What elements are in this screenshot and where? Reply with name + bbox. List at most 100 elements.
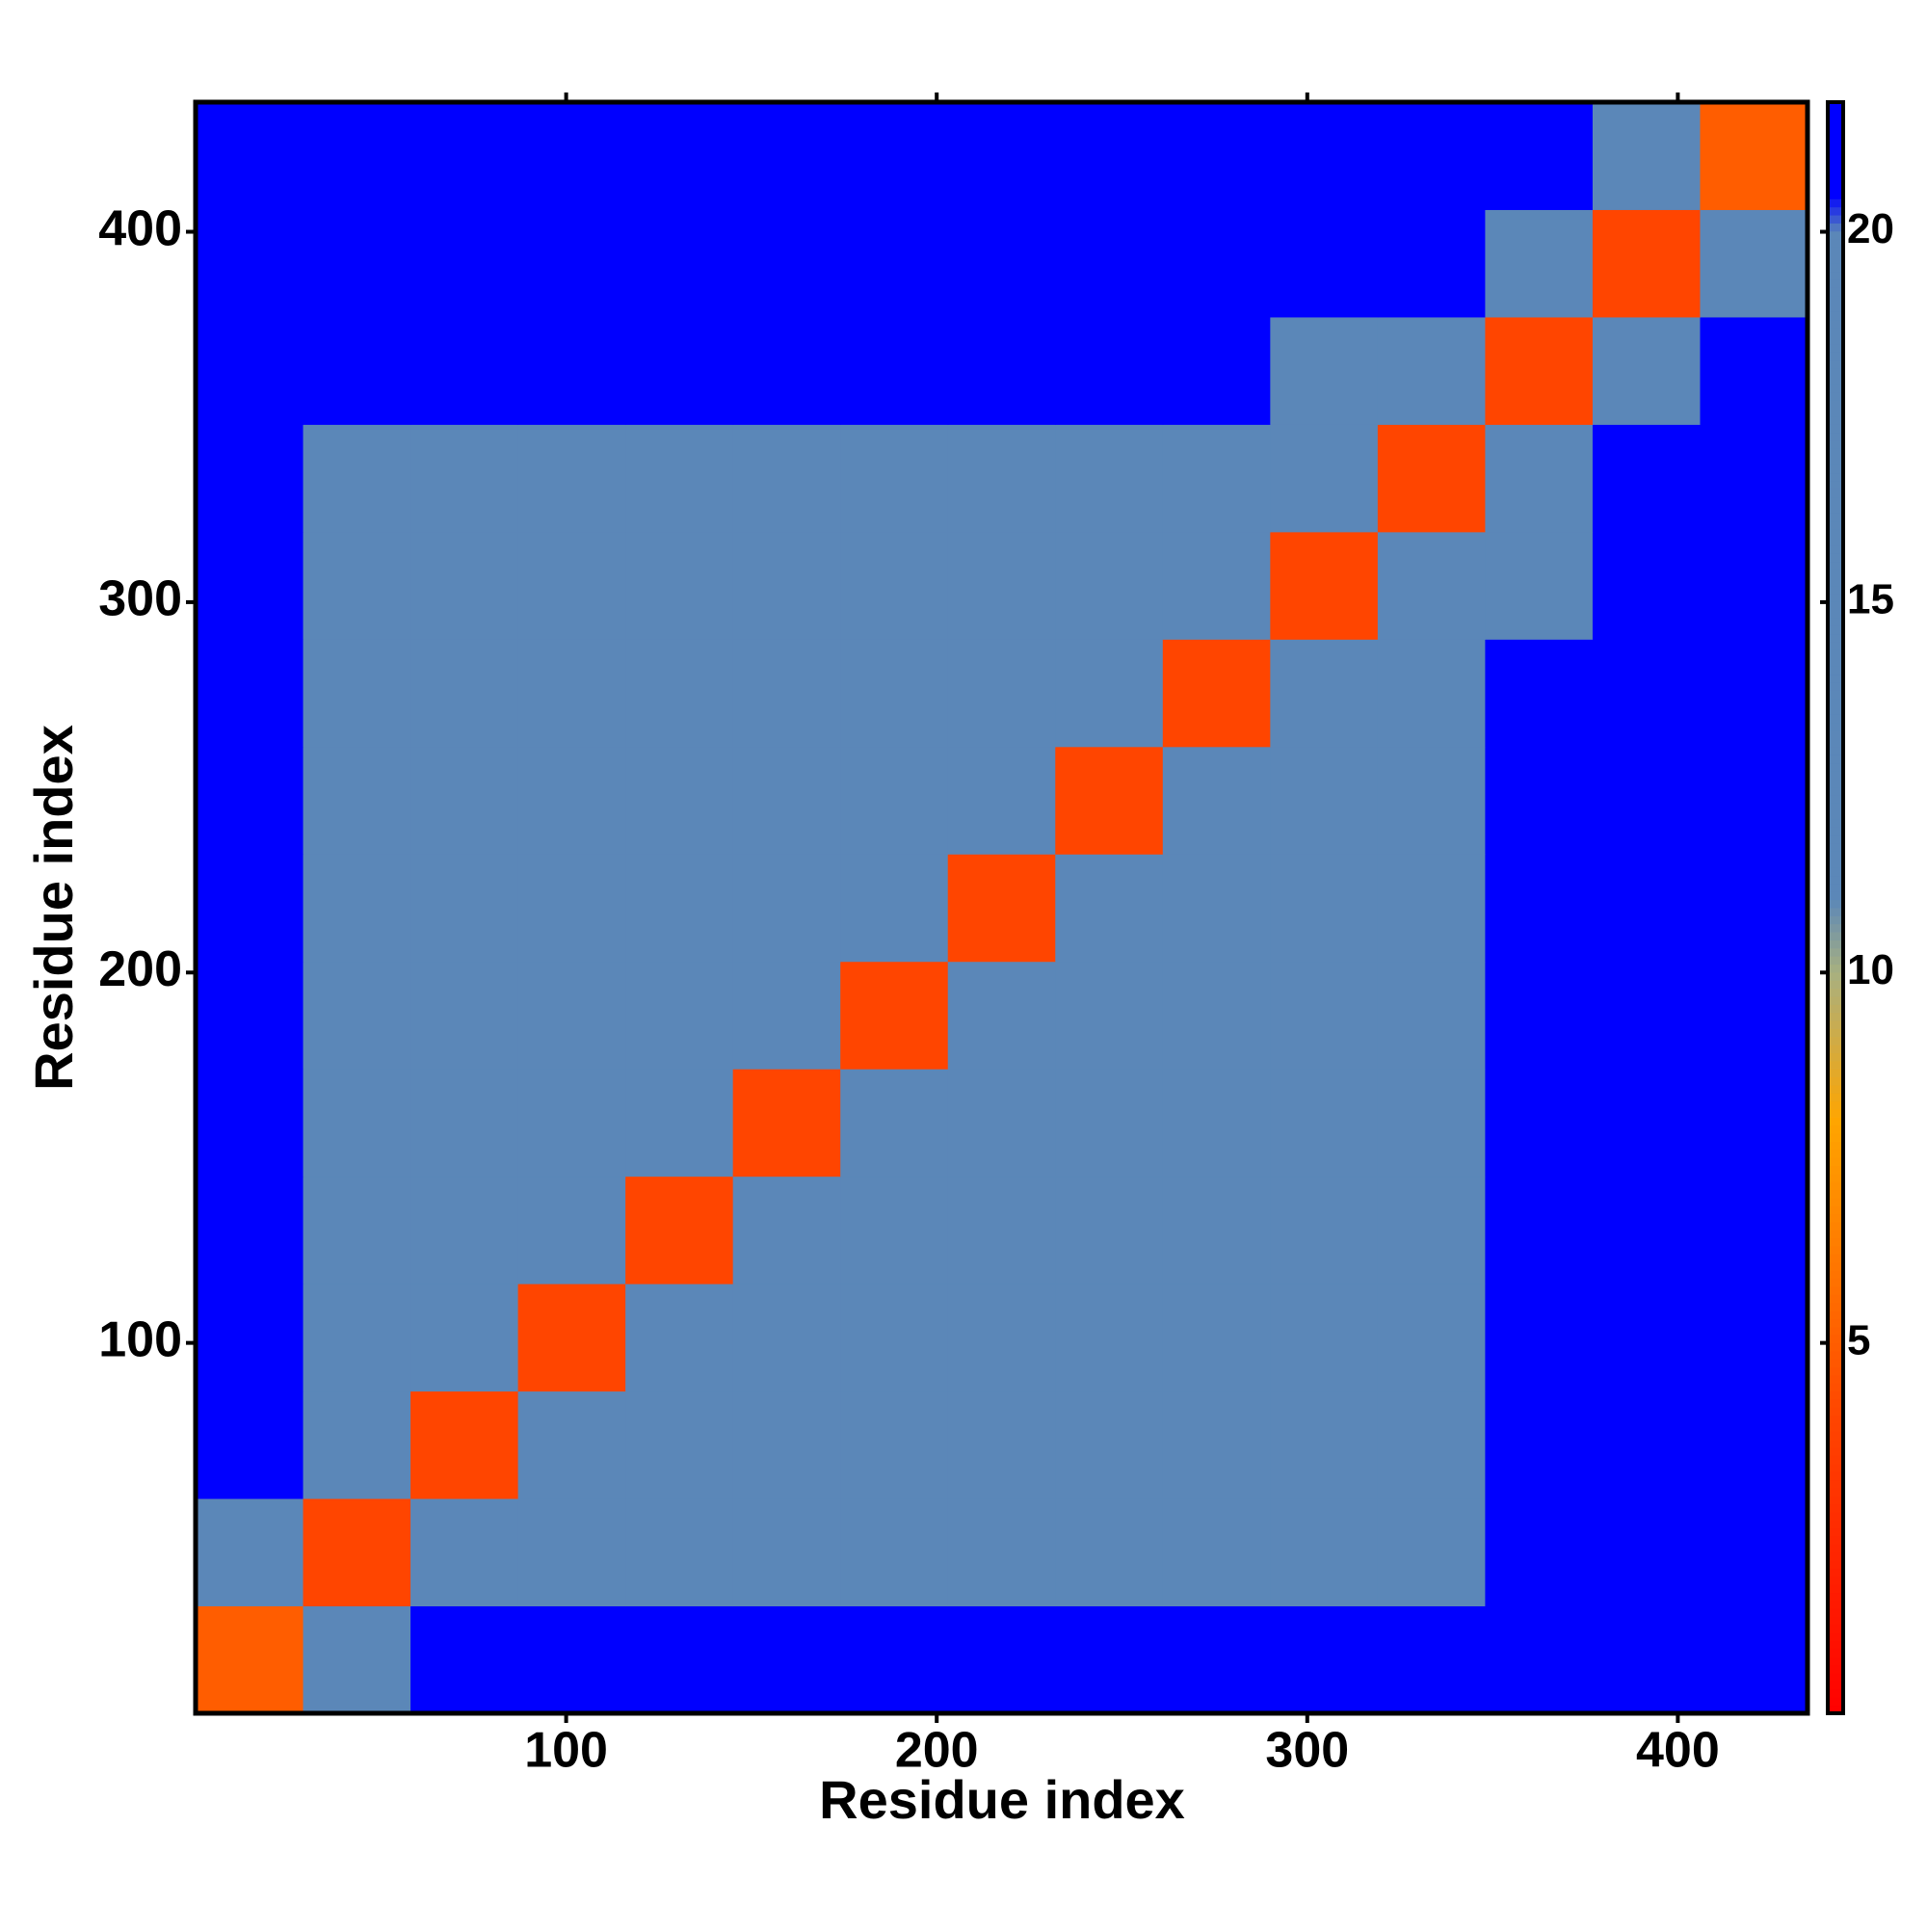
heatmap-cell: [947, 854, 1056, 963]
colorbar-segment: [1828, 827, 1843, 836]
colorbar-segment: [1828, 681, 1843, 691]
colorbar-segment: [1828, 633, 1843, 643]
colorbar-segment: [1828, 932, 1843, 940]
heatmap-cell: [1270, 1176, 1379, 1284]
heatmap-cell: [732, 424, 841, 533]
colorbar-segment: [1828, 1036, 1843, 1045]
colorbar-segment: [1828, 311, 1843, 321]
colorbar-segment: [1828, 304, 1843, 312]
heatmap-cell: [1377, 316, 1486, 425]
heatmap-cell: [1055, 531, 1164, 640]
heatmap-cell: [517, 639, 626, 748]
colorbar-segment: [1828, 505, 1843, 514]
colorbar-segment: [1828, 537, 1843, 546]
colorbar-segment: [1828, 1117, 1843, 1126]
heatmap-cell: [1485, 102, 1594, 210]
heatmap-cell: [1485, 424, 1594, 533]
colorbar-segment: [1828, 899, 1843, 909]
colorbar-segment: [1828, 1069, 1843, 1078]
heatmap-cell: [303, 316, 411, 425]
colorbar-segment: [1828, 1318, 1843, 1328]
heatmap-cell: [196, 639, 304, 748]
heatmap-cell: [1055, 1605, 1164, 1714]
colorbar-segment: [1828, 1544, 1843, 1553]
heatmap-cell: [840, 746, 949, 855]
heatmap-cell: [625, 316, 734, 425]
heatmap-cell: [1700, 1284, 1808, 1392]
heatmap-cell: [1700, 961, 1808, 1070]
heatmap-cell: [517, 424, 626, 533]
colorbar-segment: [1828, 1398, 1843, 1408]
heatmap-cell: [410, 854, 519, 963]
heatmap-cell: [840, 1284, 949, 1392]
heatmap-cell: [947, 1284, 1056, 1392]
heatmap-cell: [1055, 1390, 1164, 1499]
heatmap-cell: [1377, 531, 1486, 640]
colorbar-segment: [1828, 1536, 1843, 1545]
heatmap-cell: [625, 424, 734, 533]
heatmap-cell: [625, 1498, 734, 1607]
colorbar-segment: [1828, 1439, 1843, 1448]
heatmap-cell: [947, 209, 1056, 318]
heatmap-cell: [1270, 1069, 1379, 1178]
colorbar-segment: [1828, 754, 1843, 764]
heatmap-cell: [1162, 209, 1271, 318]
colorbar-segment: [1828, 609, 1843, 619]
heatmap-cell: [1377, 102, 1486, 210]
heatmap-cell: [732, 1284, 841, 1392]
colorbar-segment: [1828, 1600, 1843, 1609]
colorbar-segment: [1828, 585, 1843, 595]
heatmap-cell: [947, 1390, 1056, 1499]
heatmap-cell: [1270, 1498, 1379, 1607]
heatmap-cell: [1270, 1284, 1379, 1392]
colorbar-segment: [1828, 1285, 1843, 1295]
colorbar-segment: [1828, 190, 1843, 199]
colorbar-segment: [1828, 110, 1843, 119]
heatmap-cell: [517, 1605, 626, 1714]
colorbar-segment: [1828, 666, 1843, 675]
heatmap-cell: [196, 1176, 304, 1284]
heatmap-cell: [517, 1498, 626, 1607]
heatmap-cell: [303, 1605, 411, 1714]
heatmap-cell: [1270, 316, 1379, 425]
heatmap-cell: [1055, 316, 1164, 425]
heatmap-cell: [1592, 961, 1701, 1070]
colorbar-segment: [1828, 1649, 1843, 1657]
colorbar-segment: [1828, 561, 1843, 570]
heatmap-cell: [625, 1176, 734, 1284]
heatmap-cell: [1485, 316, 1594, 425]
heatmap-cell: [947, 102, 1056, 210]
heatmap-cell: [947, 639, 1056, 748]
heatmap-cell: [196, 102, 304, 210]
heatmap-cell: [1055, 746, 1164, 855]
colorbar-segment: [1828, 328, 1843, 336]
heatmap-cell: [517, 1069, 626, 1178]
heatmap-cell: [1377, 961, 1486, 1070]
heatmap-cell: [1377, 1498, 1486, 1607]
heatmap-cell: [1377, 1069, 1486, 1178]
heatmap-cell: [840, 1498, 949, 1607]
colorbar-segment: [1828, 384, 1843, 393]
heatmap-cell: [840, 102, 949, 210]
colorbar-segment: [1828, 1390, 1843, 1400]
colorbar-segment: [1828, 770, 1843, 780]
colorbar-segment: [1828, 1230, 1843, 1239]
heatmap-cell: [732, 746, 841, 855]
heatmap-cell: [840, 1390, 949, 1499]
colorbar-segment: [1828, 1205, 1843, 1215]
colorbar-segment: [1828, 1052, 1843, 1062]
heatmap-cell: [1270, 209, 1379, 318]
heatmap-cell: [1592, 1390, 1701, 1499]
colorbar-segment: [1828, 118, 1843, 127]
colorbar-segment: [1828, 794, 1843, 804]
colorbar-segment: [1828, 1705, 1843, 1714]
heatmap-cell: [1162, 1176, 1271, 1284]
heatmap-cell: [1270, 424, 1379, 533]
heatmap-cell: [196, 531, 304, 640]
heatmap-cell: [1377, 1284, 1486, 1392]
heatmap-cell: [1485, 1390, 1594, 1499]
colorbar-segment: [1828, 480, 1843, 490]
heatmap-cell: [732, 854, 841, 963]
heatmap-cell: [517, 1176, 626, 1284]
